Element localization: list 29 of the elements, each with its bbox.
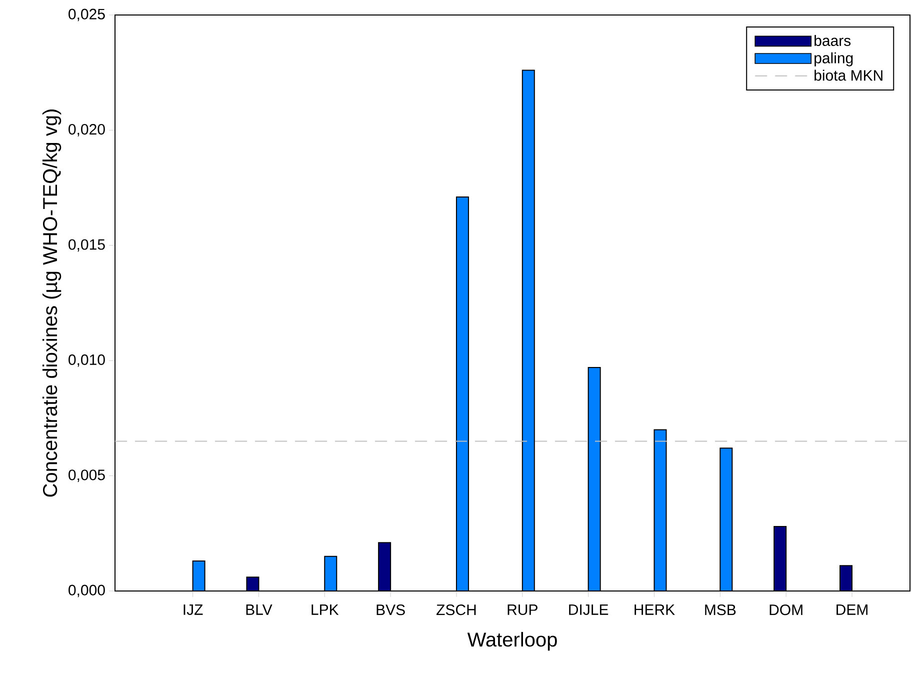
x-tick-label: HERK [634, 604, 675, 615]
x-tick-label: DOM [770, 604, 802, 616]
legend-label: biota MKN [814, 70, 882, 81]
x-tick-label: MSB [705, 604, 736, 616]
bar [774, 526, 787, 591]
x-tick-label: RUP [508, 604, 538, 615]
y-tick-label: 0,025 [68, 8, 105, 22]
x-tick-label: IJZ [184, 604, 203, 615]
bar [588, 366, 601, 591]
y-tick-label: 0,000 [68, 584, 105, 598]
bar [456, 196, 469, 591]
y-tick-label: 0,015 [68, 239, 105, 252]
bar [654, 429, 667, 591]
legend-label: baars [814, 34, 851, 46]
bar [522, 70, 535, 591]
y-tick-label: 0,005 [68, 470, 105, 482]
x-tick-label: DIJLE [569, 604, 608, 615]
bar [720, 448, 733, 591]
y-tick-label: 0,020 [68, 124, 105, 136]
bar [378, 542, 392, 591]
x-tick-label: LPK [312, 604, 339, 615]
x-tick-label: ZSCH [436, 604, 476, 616]
y-tick-label: 0,010 [68, 354, 105, 367]
legend-label: paling [814, 52, 853, 66]
x-tick-label: BLV [246, 604, 272, 615]
x-axis-title: Waterloop [467, 632, 557, 651]
y-axis-title: Concentratie dioxines (µg WHO-TEQ/kg vg) [42, 110, 62, 497]
x-tick-label: BVS [376, 604, 405, 616]
x-tick-label: DEM [836, 604, 868, 615]
